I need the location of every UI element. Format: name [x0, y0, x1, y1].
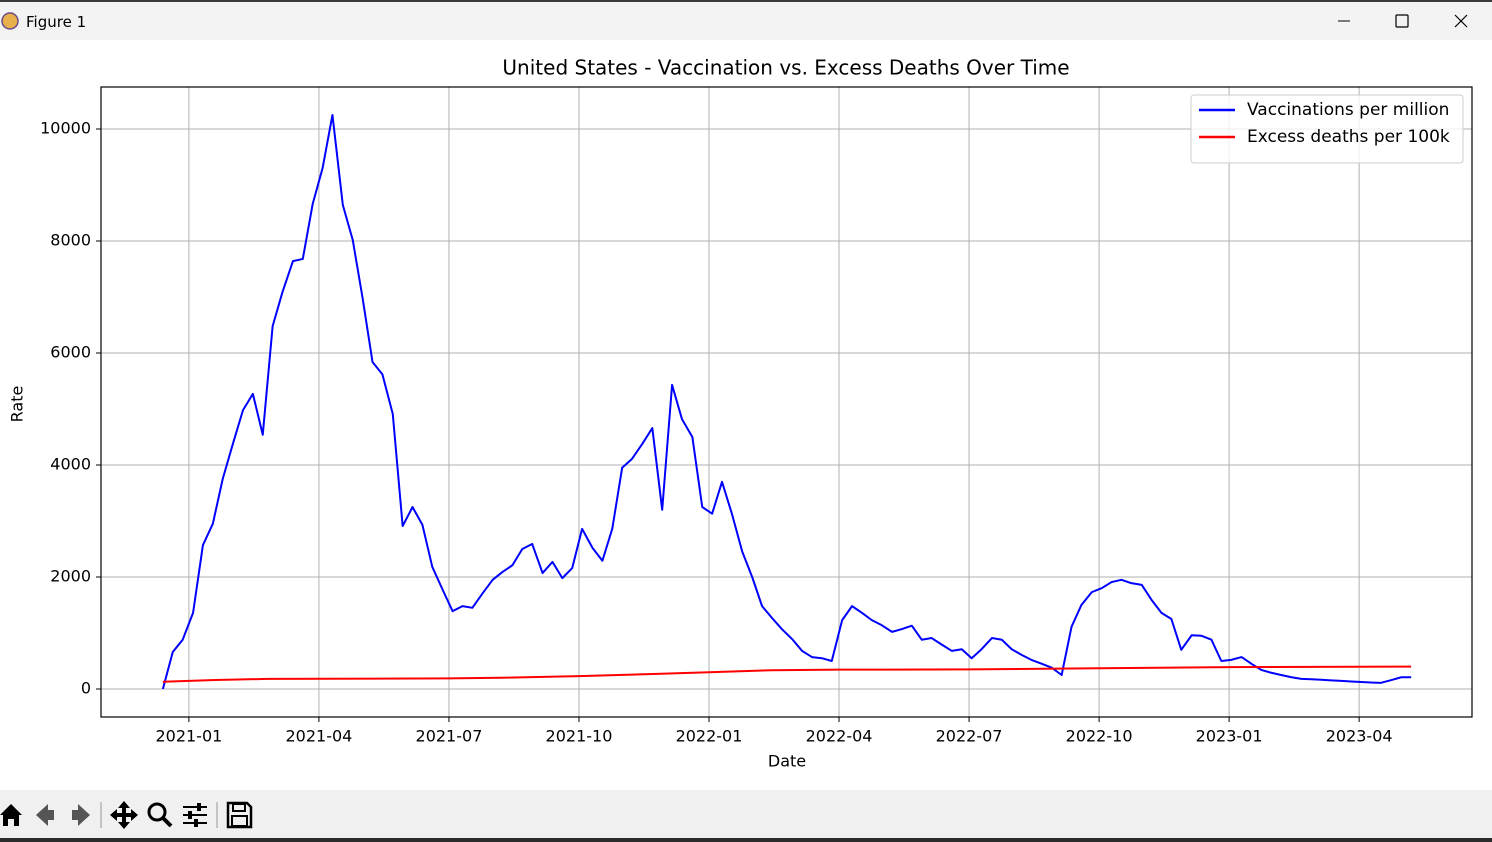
x-tick-label: 2022-04 — [806, 727, 873, 746]
app-icon — [1, 12, 19, 30]
title-bar — [0, 0, 1492, 40]
window-bottom-edge — [0, 838, 1492, 842]
maximize-button[interactable] — [1395, 14, 1409, 28]
zoom-button[interactable] — [147, 802, 173, 828]
axes-background — [101, 87, 1472, 717]
save-button[interactable] — [226, 801, 253, 829]
chart-title: United States - Vaccination vs. Excess D… — [502, 56, 1069, 80]
y-tick-label: 10000 — [40, 119, 91, 138]
y-tick-label: 0 — [81, 679, 91, 698]
y-tick-label: 4000 — [50, 455, 91, 474]
close-button[interactable] — [1454, 14, 1468, 28]
data-line — [161, 114, 1412, 690]
x-tick-label: 2021-04 — [285, 727, 352, 746]
y-tick-label: 2000 — [50, 567, 91, 586]
home-button[interactable] — [0, 804, 22, 826]
x-tick-label: 2021-01 — [155, 727, 222, 746]
y-tick-label: 6000 — [50, 343, 91, 362]
y-axis-label: Rate — [8, 386, 27, 423]
back-button[interactable] — [36, 804, 54, 826]
data-line — [162, 665, 1412, 683]
forward-button[interactable] — [72, 804, 90, 826]
x-tick-label: 2023-01 — [1196, 727, 1263, 746]
x-axis-label: Date — [768, 752, 806, 771]
pan-button[interactable] — [110, 801, 138, 829]
window-title: Figure 1 — [26, 13, 86, 31]
plot-area: 2021-01 2021-04 2021-07 2021-10 2022-01 2022-… — [40, 86, 1473, 746]
toolbar — [0, 790, 1492, 838]
legend-box — [1190, 94, 1464, 164]
legend: Vaccinations per million Excess deaths pe… — [1190, 94, 1464, 164]
x-tick-label: 2022-10 — [1066, 727, 1133, 746]
axes-frame — [100, 86, 1473, 718]
y-tick-label: 8000 — [50, 231, 91, 250]
x-tick-label: 2023-04 — [1326, 727, 1393, 746]
x-tick-label: 2022-07 — [936, 727, 1003, 746]
title-bar-edge — [0, 0, 1492, 2]
legend-label: Excess deaths per 100k — [1247, 127, 1450, 147]
legend-label: Vaccinations per million — [1247, 100, 1449, 120]
x-tick-label: 2021-07 — [416, 727, 483, 746]
configure-button[interactable] — [183, 803, 207, 827]
x-tick-label: 2022-01 — [676, 727, 743, 746]
x-tick-label: 2021-10 — [546, 727, 613, 746]
